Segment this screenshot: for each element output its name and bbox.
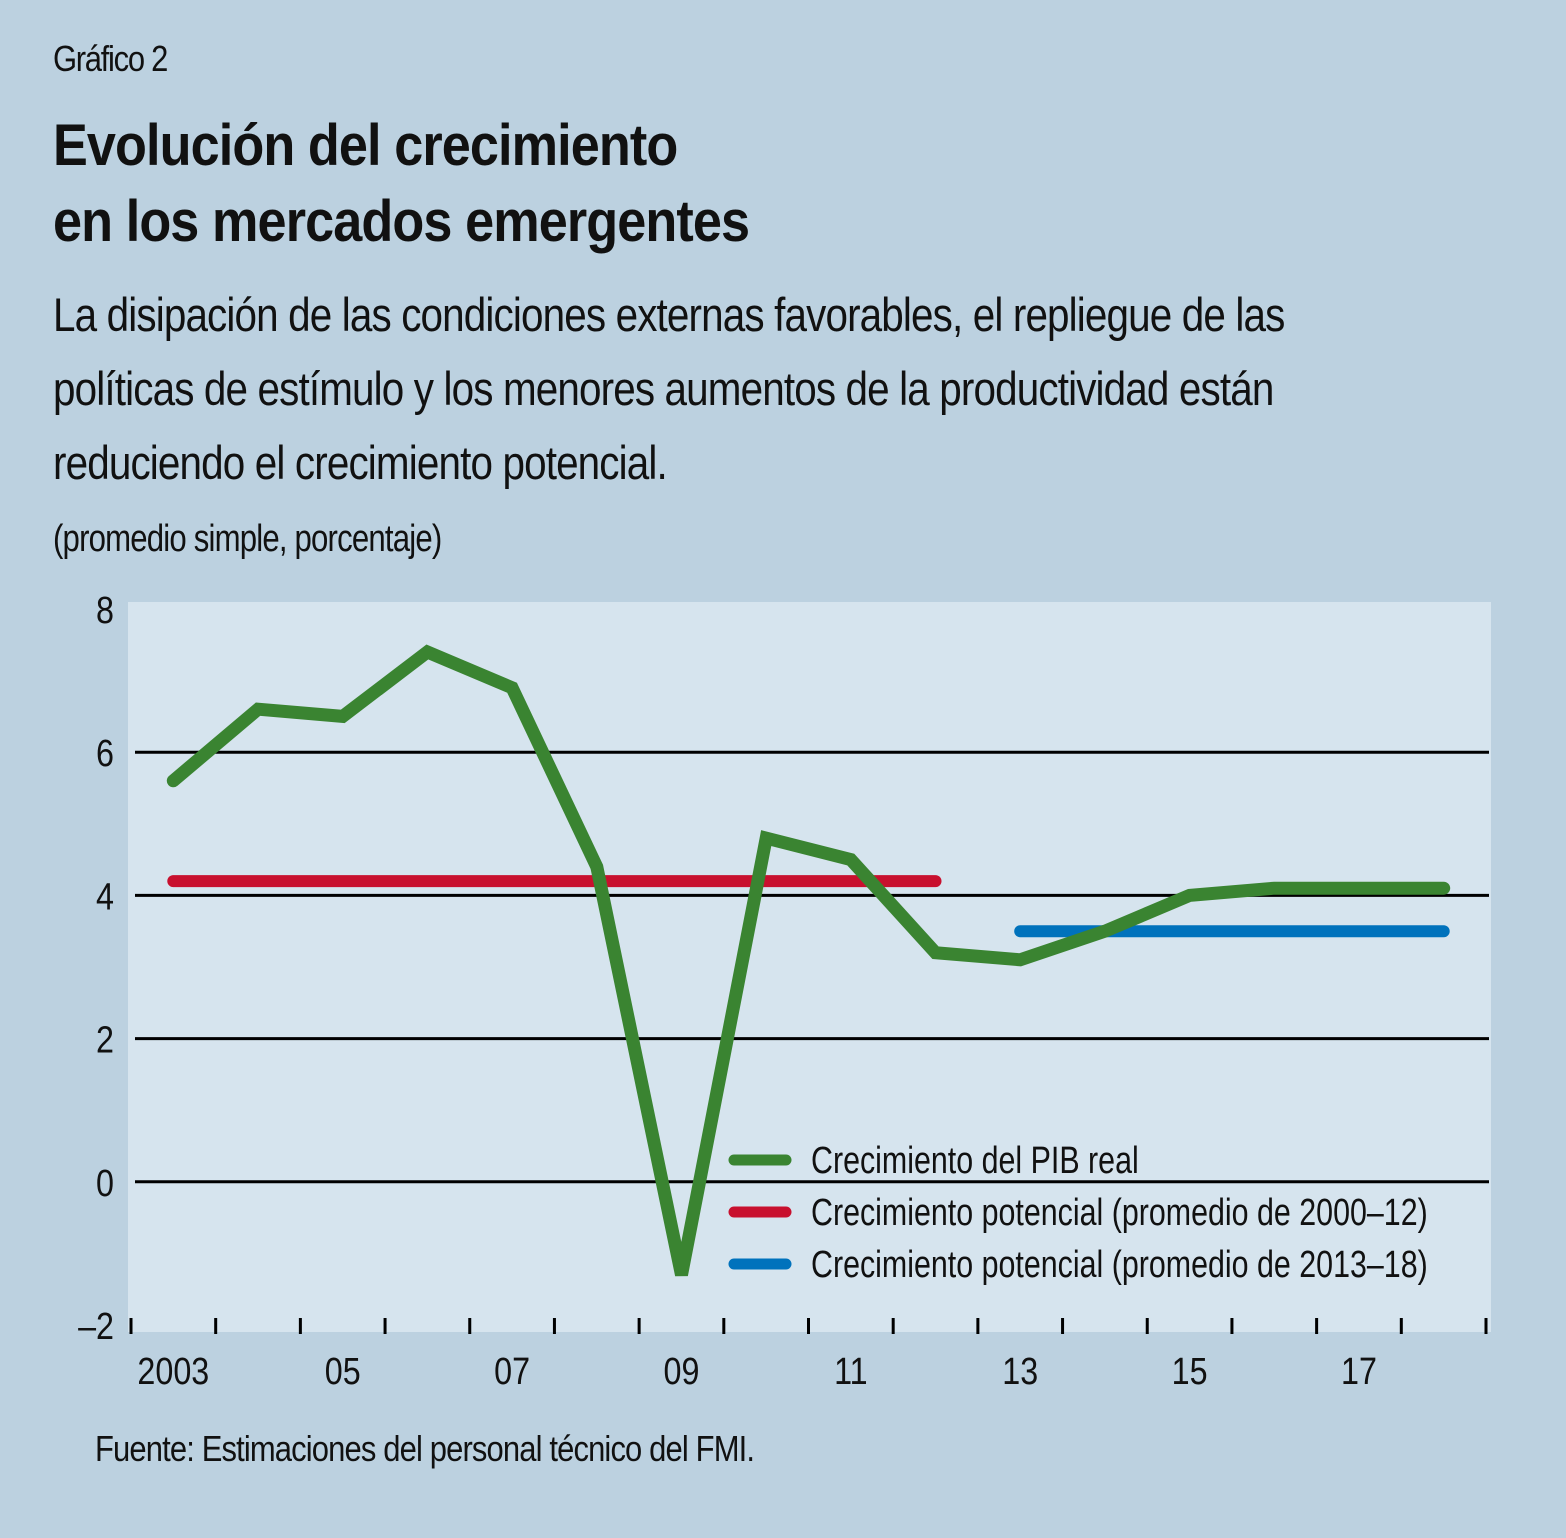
chart-title: Evolución del crecimiento en los mercado…	[53, 108, 750, 260]
legend-label: Crecimiento del PIB real	[811, 1140, 1139, 1182]
chart-subtitle: La disipación de las condiciones externa…	[53, 278, 1481, 500]
subtitle-line-3: reduciendo el crecimiento potencial.	[53, 436, 668, 489]
x-tick-label: 15	[1172, 1351, 1208, 1393]
x-tick-label: 07	[494, 1351, 530, 1393]
legend-item: Crecimiento potencial (promedio de 2000–…	[728, 1192, 1428, 1234]
legend: Crecimiento del PIB real Crecimiento pote…	[728, 1140, 1428, 1286]
x-tick-label: 17	[1341, 1351, 1377, 1393]
x-axis: 2003 05 07 09 11 13 15 17	[129, 1318, 1488, 1393]
legend-item: Crecimiento potencial (promedio de 2013–…	[728, 1244, 1428, 1286]
x-tick-label: 11	[834, 1351, 868, 1393]
chart-title-line-1: Evolución del crecimiento	[53, 113, 678, 178]
x-tick-label: 05	[325, 1351, 361, 1393]
series-gdp-growth-line	[166, 644, 1451, 1277]
figure-label: Gráfico 2	[53, 38, 168, 79]
legend-item: Crecimiento del PIB real	[728, 1140, 1139, 1182]
y-tick-label: 4	[96, 876, 114, 918]
y-tick-label: 0	[96, 1162, 114, 1204]
chart-title-line-2: en los mercados emergentes	[53, 189, 750, 254]
x-tick-label: 13	[1002, 1351, 1038, 1393]
y-axis: –2 0 2 4 6 8	[78, 590, 114, 1348]
y-tick-label: 6	[96, 733, 114, 775]
source-note: Fuente: Estimaciones del personal técnic…	[95, 1428, 755, 1469]
units-label: (promedio simple, porcentaje)	[53, 518, 442, 560]
plot-area	[128, 602, 1491, 1332]
subtitle-line-1: La disipación de las condiciones externa…	[53, 288, 1285, 341]
y-tick-label: 8	[96, 590, 114, 632]
series-group	[166, 644, 1451, 1277]
x-tick-label: 2003	[137, 1351, 209, 1393]
subtitle-line-2: políticas de estímulo y los menores aume…	[53, 362, 1274, 415]
y-tick-label: 2	[96, 1019, 114, 1061]
y-tick-label: –2	[78, 1306, 114, 1348]
x-tick-label: 09	[664, 1351, 700, 1393]
legend-label: Crecimiento potencial (promedio de 2000–…	[811, 1192, 1428, 1234]
legend-label: Crecimiento potencial (promedio de 2013–…	[811, 1244, 1428, 1286]
